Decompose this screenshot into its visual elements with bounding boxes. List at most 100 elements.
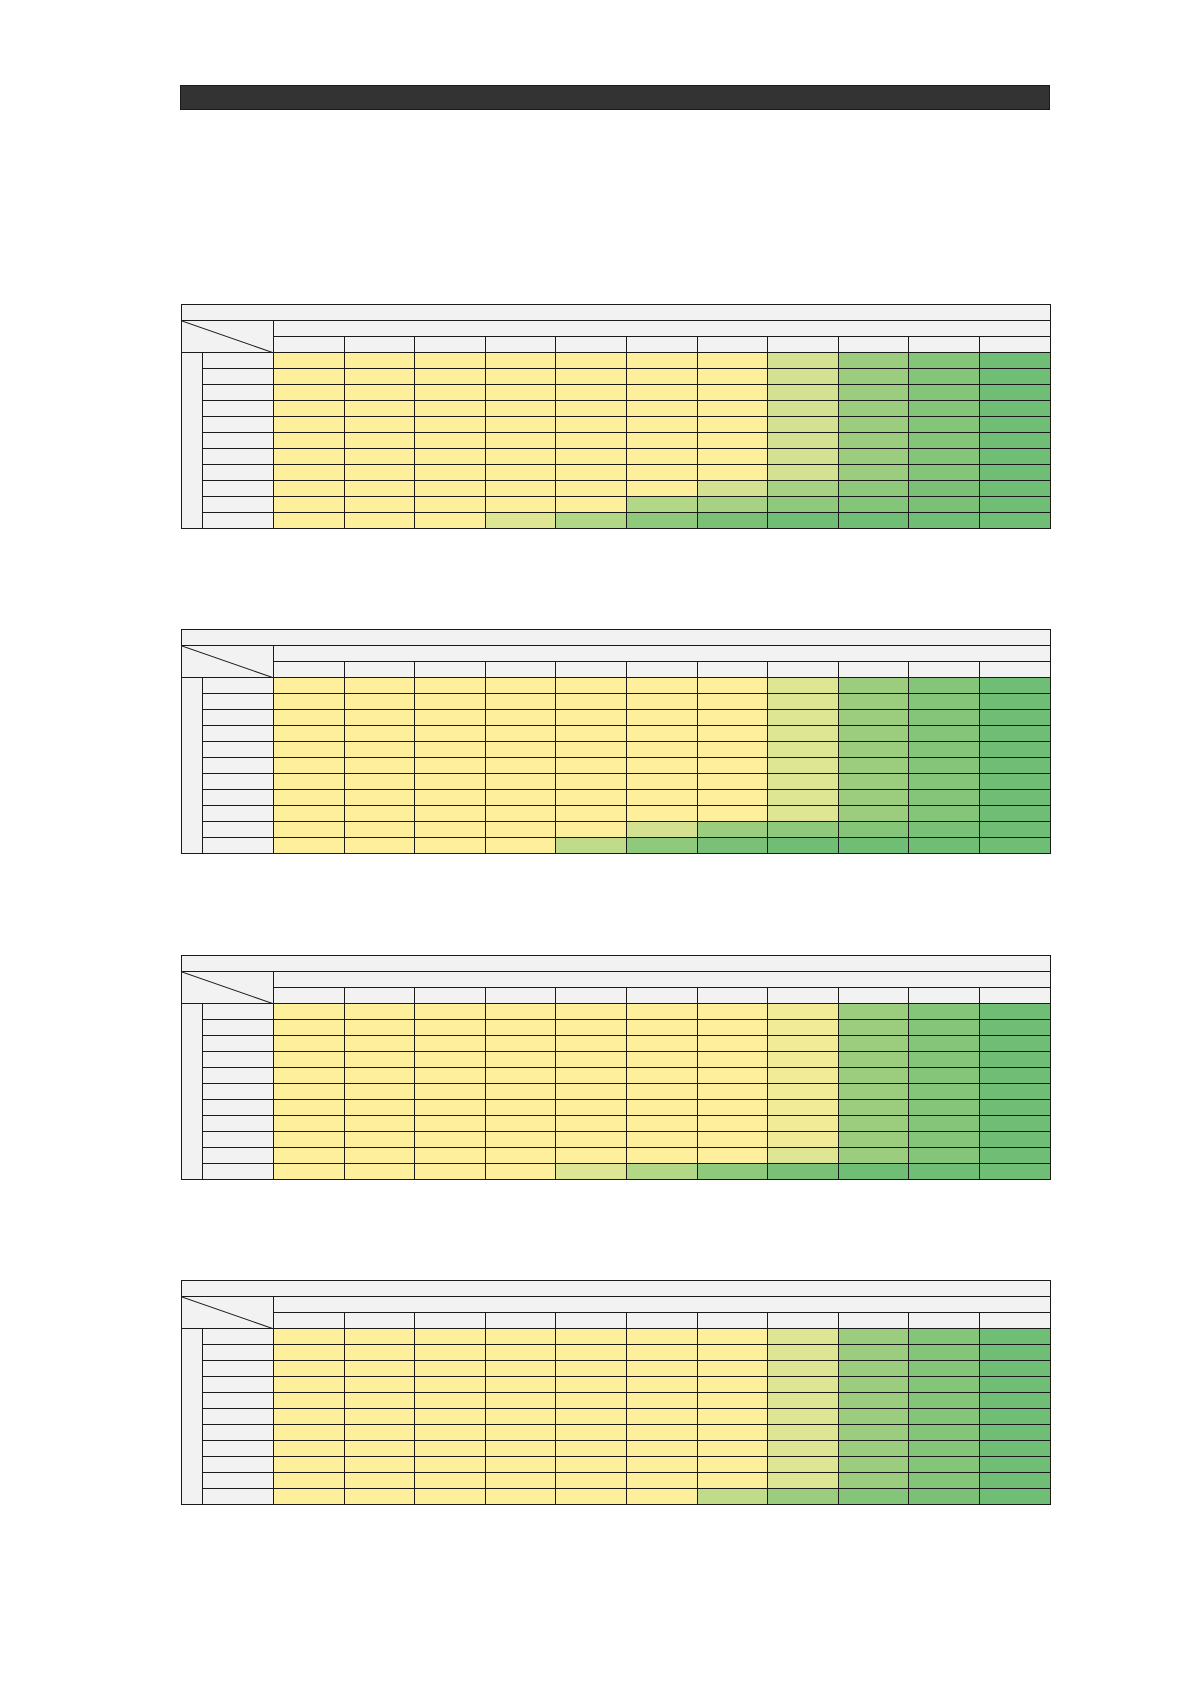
heat-cell <box>273 1424 345 1441</box>
heat-cell <box>625 773 698 790</box>
row-header <box>202 400 274 417</box>
heat-cell <box>837 821 910 838</box>
heat-cell <box>978 757 1051 774</box>
heat-cell <box>978 384 1051 401</box>
column-group-header <box>273 1296 1051 1313</box>
heat-cell <box>767 821 839 838</box>
heat-cell <box>696 368 769 385</box>
heat-cell <box>273 1472 345 1489</box>
heat-cell <box>696 1424 769 1441</box>
heat-cell <box>767 1424 839 1441</box>
column-group-header <box>273 320 1051 337</box>
heat-cell <box>343 1067 416 1084</box>
row-header <box>202 1147 274 1164</box>
heat-cell <box>837 400 910 417</box>
heat-cell <box>414 432 486 449</box>
heat-cell <box>414 1392 486 1409</box>
row-header <box>202 1376 274 1393</box>
heat-cell <box>837 1003 910 1020</box>
row-header <box>202 512 274 529</box>
column-header <box>696 1312 769 1329</box>
column-group-header <box>273 645 1051 662</box>
heat-cell <box>484 821 557 838</box>
heat-cell <box>414 1472 486 1489</box>
row-header <box>202 1099 274 1116</box>
table-row <box>181 1003 1051 1180</box>
heat-cell <box>696 384 769 401</box>
heat-cell <box>978 1003 1051 1020</box>
heat-cell <box>908 1472 980 1489</box>
heat-cell <box>696 1344 769 1361</box>
heat-cell <box>484 1115 557 1132</box>
heat-cell <box>837 1131 910 1148</box>
row-header <box>202 773 274 790</box>
heat-cell <box>343 400 416 417</box>
row-header <box>202 416 274 433</box>
row-header <box>202 1408 274 1425</box>
heat-cell <box>696 496 769 513</box>
table-row <box>182 1440 1051 1457</box>
heat-cell <box>908 1003 980 1020</box>
heat-cell <box>555 1019 627 1036</box>
diagonal-line <box>182 972 272 1003</box>
heat-cell <box>837 725 910 742</box>
heat-cell <box>625 448 698 465</box>
heat-cell <box>273 384 345 401</box>
heat-cell <box>555 1488 627 1505</box>
heat-cell <box>273 352 345 369</box>
heat-cell <box>273 805 345 822</box>
heat-cell <box>696 1051 769 1068</box>
heat-cell <box>837 1376 910 1393</box>
heat-cell <box>837 1115 910 1132</box>
column-header <box>484 661 557 678</box>
heat-cell <box>555 757 627 774</box>
heat-cell <box>625 805 698 822</box>
table-row <box>182 1147 1051 1164</box>
diagonal-line <box>182 646 272 677</box>
heat-cell <box>273 1488 345 1505</box>
heat-cell <box>837 773 910 790</box>
heat-cell <box>696 837 769 854</box>
heat-cell <box>696 1456 769 1473</box>
heat-cell <box>343 464 416 481</box>
title-bar <box>180 85 1050 110</box>
heat-cell <box>273 1163 345 1180</box>
row-header <box>202 1035 274 1052</box>
table-row <box>182 741 1051 758</box>
heat-cell <box>767 741 839 758</box>
heat-cell <box>767 1131 839 1148</box>
heat-cell <box>343 512 416 529</box>
heat-cell <box>484 773 557 790</box>
heat-cell <box>767 1003 839 1020</box>
heat-cell <box>343 384 416 401</box>
heat-cell <box>414 693 486 710</box>
row-group-header <box>181 1003 203 1180</box>
heat-cell <box>767 1440 839 1457</box>
column-header <box>273 1312 345 1329</box>
column-header <box>414 1312 486 1329</box>
heat-cell <box>484 725 557 742</box>
heat-cell <box>837 448 910 465</box>
heat-cell <box>837 805 910 822</box>
heat-cell <box>273 773 345 790</box>
column-header <box>555 336 627 353</box>
heat-cell <box>484 805 557 822</box>
heat-cell <box>908 1115 980 1132</box>
heat-cell <box>696 773 769 790</box>
heat-cell <box>625 1424 698 1441</box>
row-header <box>202 837 274 854</box>
column-header <box>837 661 910 678</box>
heat-cell <box>978 448 1051 465</box>
row-header <box>202 725 274 742</box>
row-header <box>202 1344 274 1361</box>
heat-cell <box>908 821 980 838</box>
table-row <box>182 1408 1051 1425</box>
heat-cell <box>273 1328 345 1345</box>
heat-cell <box>555 352 627 369</box>
heat-cell <box>837 384 910 401</box>
heat-cell <box>837 677 910 694</box>
table-row <box>182 821 1051 838</box>
heat-cell <box>696 480 769 497</box>
heat-cell <box>555 512 627 529</box>
heat-cell <box>414 1067 486 1084</box>
